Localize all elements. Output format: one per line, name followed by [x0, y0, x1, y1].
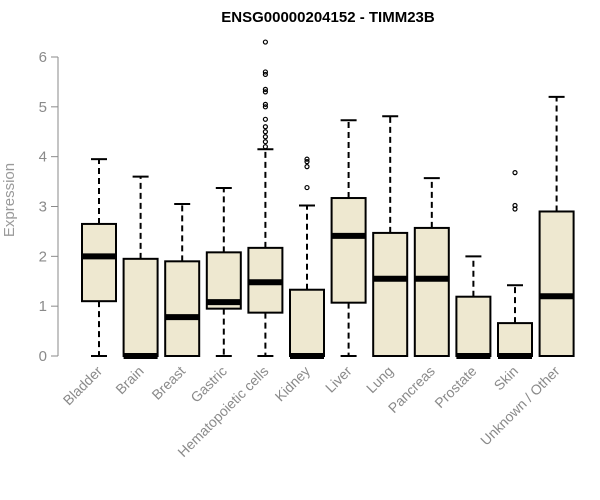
outlier-point: [262, 129, 268, 135]
box-unknown-other: [538, 95, 575, 357]
outlier-point: [262, 71, 268, 78]
box-iqr: [538, 210, 575, 357]
outlier-point: [262, 144, 268, 150]
y-tick-label: 1: [39, 298, 47, 315]
y-tick-label: 0: [39, 348, 47, 365]
x-tick-label: Skin: [491, 363, 522, 394]
box-breast: [164, 203, 201, 358]
y-tick-label: 3: [39, 199, 47, 216]
y-tick-label: 2: [39, 248, 47, 265]
box-iqr: [81, 222, 117, 303]
x-tick-label: Liver: [322, 363, 355, 396]
outlier-point: [262, 89, 268, 95]
outlier-point: [262, 134, 268, 140]
box-brain: [122, 175, 159, 359]
box-gastric: [205, 187, 242, 357]
box-iqr: [497, 322, 533, 357]
outlier-point: [262, 101, 268, 107]
outlier-point: [262, 139, 268, 145]
x-tick-label: Bladder: [60, 363, 106, 409]
outlier-point: [304, 156, 310, 162]
box-kidney: [289, 156, 325, 359]
box-bladder: [81, 158, 117, 357]
box-pancreas: [413, 177, 450, 357]
x-tick-label: Unknown / Other: [477, 363, 563, 449]
y-axis: 0 1 2 3 4 5 6: [39, 49, 59, 365]
y-tick-label: 5: [39, 99, 47, 116]
outlier-point: [262, 39, 268, 45]
y-axis-label: Expression: [1, 163, 18, 237]
box-prostate: [455, 255, 492, 359]
x-tick-label: Prostate: [431, 363, 479, 411]
outlier-point: [262, 124, 268, 130]
outlier-point: [304, 159, 310, 165]
x-tick-label: Kidney: [272, 363, 314, 405]
box-iqr: [372, 231, 409, 357]
outlier-point: [512, 202, 518, 209]
box-iqr: [455, 295, 492, 357]
box-skin: [497, 170, 533, 359]
x-tick-label: Breast: [148, 363, 188, 403]
outlier-point: [262, 69, 268, 75]
box-iqr: [122, 257, 159, 358]
box-hematopoietic-cells: [247, 39, 284, 357]
box-iqr: [330, 197, 367, 304]
y-tick-label: 4: [39, 149, 47, 166]
outlier-point: [304, 164, 310, 170]
outlier-point: [262, 86, 268, 92]
x-tick-label: Lung: [363, 363, 396, 396]
outlier-point: [304, 184, 310, 191]
y-tick-label: 6: [39, 49, 47, 66]
box-iqr: [164, 260, 201, 358]
outlier-point: [262, 116, 268, 122]
x-tick-label: Brain: [112, 363, 146, 397]
box-iqr: [413, 226, 450, 357]
outlier-point: [512, 170, 518, 176]
boxes-layer: [81, 39, 575, 359]
outlier-point: [262, 104, 268, 110]
chart-title: ENSG00000204152 - TIMM23B: [221, 9, 435, 26]
box-lung: [372, 115, 409, 357]
box-liver: [330, 119, 367, 357]
box-iqr: [289, 288, 325, 358]
